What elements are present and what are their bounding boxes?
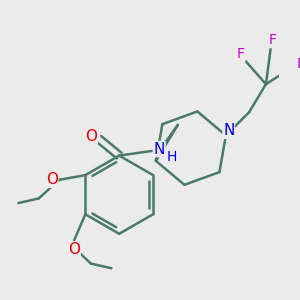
Text: H: H: [167, 149, 177, 164]
Text: O: O: [46, 172, 58, 187]
Text: O: O: [68, 242, 80, 257]
Text: F: F: [237, 47, 245, 61]
Text: F: F: [296, 57, 300, 71]
Text: N: N: [223, 123, 234, 138]
Text: O: O: [85, 130, 97, 145]
Text: F: F: [268, 33, 277, 47]
Text: N: N: [154, 142, 165, 157]
